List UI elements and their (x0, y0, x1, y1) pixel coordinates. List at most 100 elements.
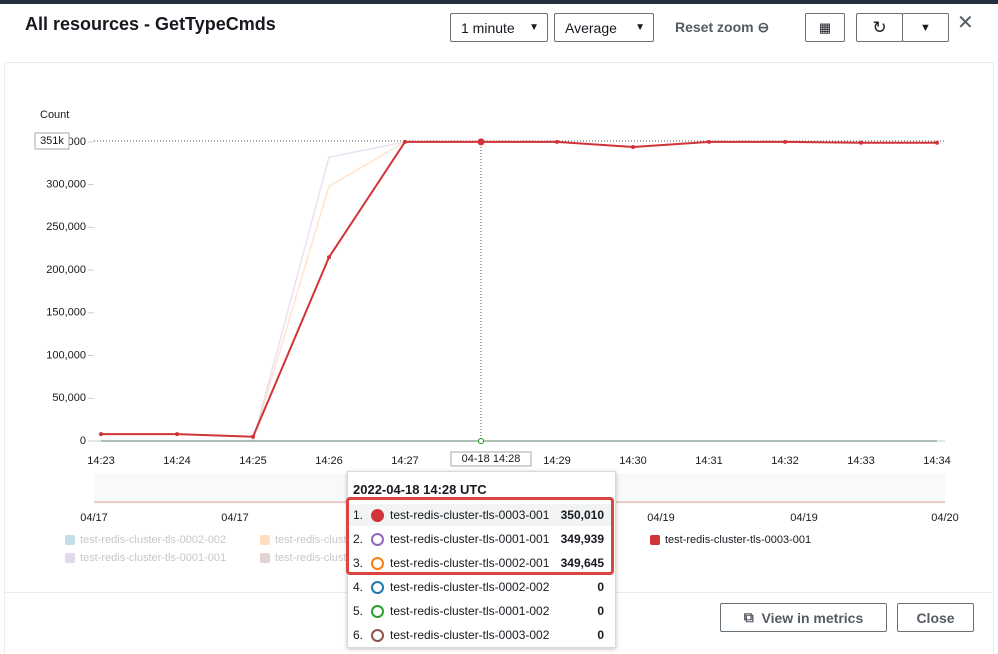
legend-swatch (650, 535, 660, 545)
close-x[interactable]: ✕ (957, 12, 974, 34)
y-tick-label: 0 (80, 435, 86, 447)
border (993, 62, 994, 654)
data-point (99, 432, 103, 437)
modal-title: All resources - GetTypeCmds (25, 14, 276, 34)
series-name: test-redis-cluster-tls-0001-002 (390, 604, 550, 618)
data-point (859, 140, 863, 145)
series-name: test-redis-cluster-tls-0001-001 (390, 532, 550, 546)
marker (371, 628, 384, 642)
period-dropdown[interactable]: 1 minute ▼ (450, 13, 548, 42)
rank: 2. (353, 532, 364, 546)
tooltip-row: 3. test-redis-cluster-tls-0002-001 349,645 (348, 552, 614, 574)
y-tick-label: 100,000 (46, 349, 86, 361)
legend-entry[interactable]: test-redis-cluster-tls-0002-002 (65, 534, 226, 546)
navigator-label: 04/19 (647, 512, 675, 524)
close-button[interactable]: Close (897, 603, 974, 632)
legend-swatch (260, 535, 270, 545)
data-point (631, 144, 635, 149)
rank: 5. (353, 604, 364, 618)
highlight-box (346, 497, 614, 575)
series-value: 0 (597, 604, 604, 618)
hover-point (478, 438, 484, 444)
series-name: test-redis-cluster-tls-0003-002 (390, 628, 550, 642)
marker (371, 508, 384, 522)
y-tick-label: 250,000 (46, 221, 86, 233)
legend-swatch (65, 553, 75, 563)
x-tick-label: 14:27 (391, 455, 419, 467)
navigator-label: 04/19 (790, 512, 818, 524)
crosshair-y-box (34, 132, 70, 150)
period: 1 minute (461, 19, 515, 36)
legend-label: test-redis-cluster-tls-0002-002 (80, 534, 226, 546)
series-name: test-redis-cluster-tls-0002-002 (390, 580, 550, 594)
statistic-dropdown[interactable]: Average ▼ (554, 13, 654, 42)
data-point (707, 139, 711, 144)
rank: 4. (353, 580, 364, 594)
tooltip-title: 2022-04-18 14:28 UTC (353, 482, 487, 497)
legend-label: test-redis-cluster-tls-0001-001 (80, 552, 226, 564)
data-point (403, 139, 407, 144)
top-strip (0, 0, 998, 4)
reset-zoom[interactable]: Reset zoom ⊖ (675, 19, 769, 36)
navigator-label: 04/17 (221, 512, 249, 524)
data-point (175, 432, 179, 437)
x-tick-label: 14:25 (239, 455, 267, 467)
navigator-label: 04/20 (931, 512, 959, 524)
legend-swatch (260, 553, 270, 563)
series-name: test-redis-cluster-tls-0002-001 (390, 556, 550, 570)
caret: ▼ (529, 22, 539, 33)
crosshair-x-label: 04-18 14:28 (462, 453, 521, 465)
x-tick-label: 14:34 (923, 455, 951, 467)
marker (371, 580, 384, 594)
series-line (101, 140, 937, 438)
y-tick-label: 50,000 (52, 392, 86, 404)
crosshair-x-box (450, 451, 532, 467)
view-in-metrics[interactable]: ⧉ View in metrics (720, 603, 887, 632)
rank: 3. (353, 556, 364, 570)
legend-entry[interactable]: test-redis-cluster-tls-0003-001 (650, 534, 811, 546)
tooltip-row: 2. test-redis-cluster-tls-0001-001 349,939 (348, 528, 614, 550)
x-tick-label: 14:33 (847, 455, 875, 467)
data-point (477, 138, 485, 146)
tooltip-row: 6. test-redis-cluster-tls-0003-002 0 (348, 624, 614, 646)
tooltip: 2022-04-18 14:28 UTC 1. test-redis-cluste… (347, 471, 616, 648)
tooltip-row: 5. test-redis-cluster-tls-0001-002 0 (348, 600, 614, 622)
data-point (783, 139, 787, 144)
marker (371, 532, 384, 546)
y-tick-label: 150,000 (46, 307, 86, 319)
zoom-icon: ⊖ (757, 19, 770, 35)
y-tick-label: 300,000 (46, 178, 86, 190)
border (4, 62, 5, 654)
marker (371, 556, 384, 570)
statistic: Average (565, 19, 617, 36)
series-value: 350,010 (560, 508, 604, 522)
series-line (252, 141, 937, 442)
close-label: Close (916, 609, 955, 626)
x-tick-label: 14:26 (315, 455, 343, 467)
legend-entry[interactable]: test-redis-cluster-tls-0001-001 (65, 552, 226, 564)
y-axis-label: Count (40, 109, 69, 121)
rank: 1. (353, 508, 364, 522)
rank: 6. (353, 628, 364, 642)
data-point (935, 140, 939, 145)
series-line (252, 141, 937, 442)
data-point (251, 434, 255, 439)
x-tick-label: 14:29 (543, 455, 571, 467)
y-tick-label: 200,000 (46, 264, 86, 276)
series-value: 0 (597, 628, 604, 642)
calendar-button[interactable]: ▦ (805, 13, 845, 42)
divider (4, 62, 994, 63)
tooltip-row: 1. test-redis-cluster-tls-0003-001 350,010 (348, 504, 614, 526)
crosshair-y-label: 351k (40, 135, 64, 147)
marker (371, 604, 384, 618)
view-label: View in metrics (761, 609, 864, 626)
caret: ▼ (635, 22, 645, 33)
x-tick-label: 14:24 (163, 455, 191, 467)
x-tick-label: 14:30 (619, 455, 647, 467)
navigator-label: 04/17 (80, 512, 108, 524)
tooltip-row: 4. test-redis-cluster-tls-0002-002 0 (348, 576, 614, 598)
refresh-menu[interactable]: ▼ (902, 13, 949, 42)
reset-zoom-label: Reset zoom (675, 19, 754, 35)
series-value: 0 (597, 580, 604, 594)
